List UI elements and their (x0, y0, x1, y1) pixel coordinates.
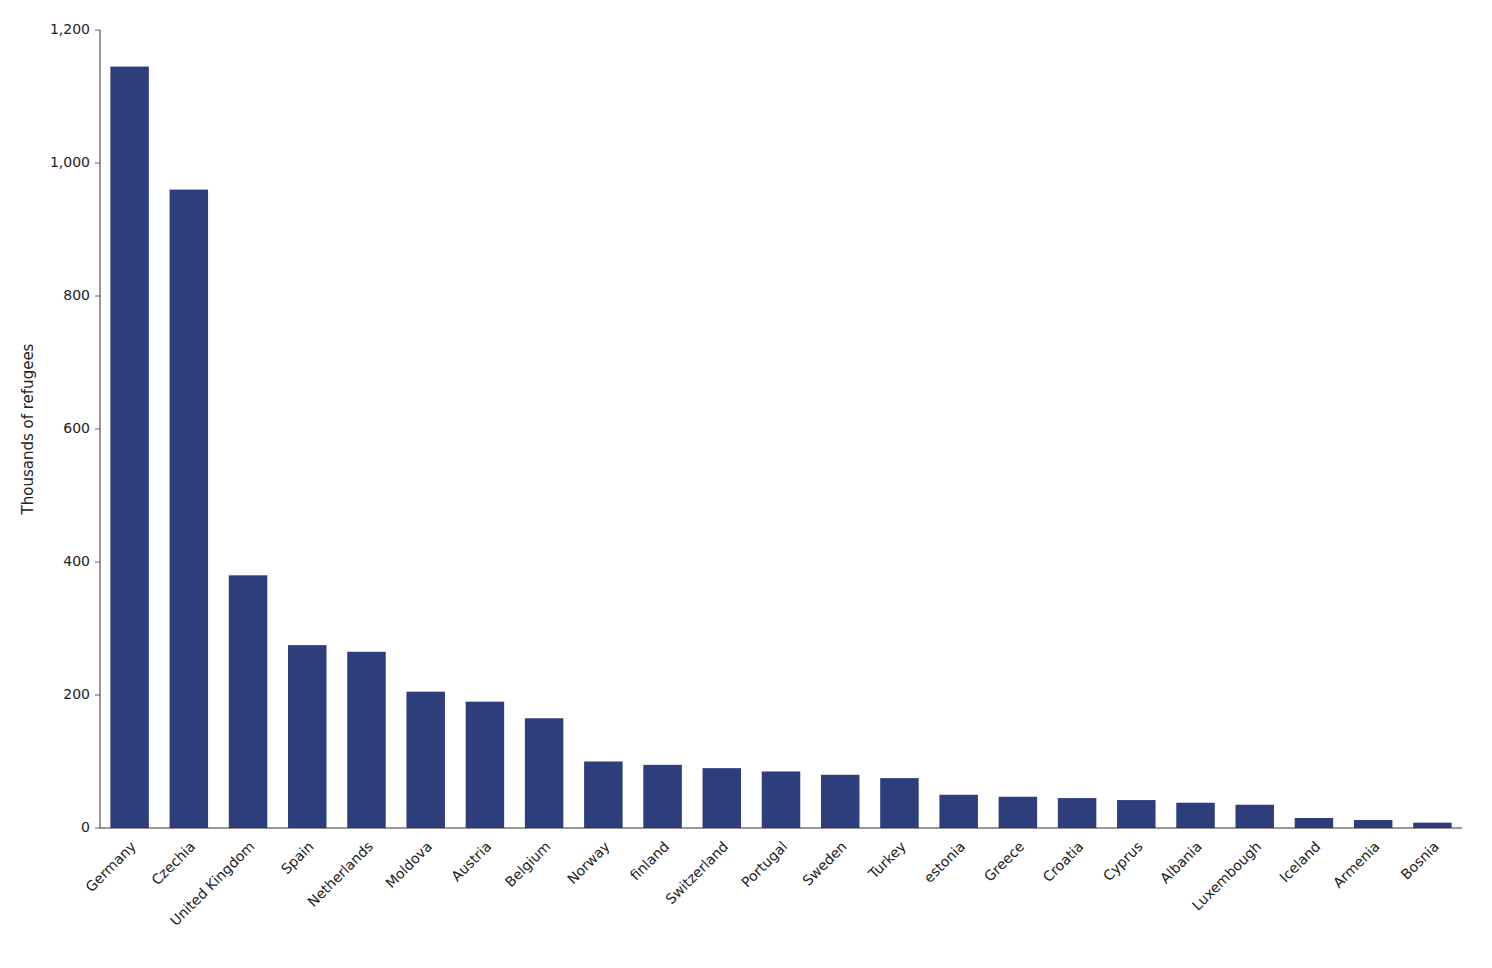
y-axis-line (100, 30, 101, 828)
bar (525, 718, 563, 828)
x-tick-label: Moldova (382, 838, 435, 891)
y-axis-title: Thousands of refugees (19, 343, 37, 515)
y-tick-label: 0 (81, 819, 90, 835)
x-tick-label: Bosnia (1397, 838, 1441, 882)
bar (170, 190, 208, 828)
x-tick-label: Germany (82, 838, 139, 895)
x-tick-label: Greece (981, 838, 1028, 885)
bar (584, 762, 622, 829)
y-tick-label: 1,000 (50, 154, 90, 170)
y-tick-label: 400 (63, 553, 90, 569)
x-tick-label: estonia (921, 838, 969, 886)
y-tick (95, 828, 100, 829)
bar (229, 575, 267, 828)
bar (643, 765, 681, 828)
y-tick (95, 163, 100, 164)
x-tick-label: Austria (448, 838, 494, 884)
x-axis-line (100, 828, 1462, 829)
x-tick-label: Sweden (799, 838, 849, 888)
bar (762, 771, 800, 828)
bar (1354, 820, 1392, 828)
y-tick (95, 562, 100, 563)
chart-container: 0 200 400 600 800 1,000 1,200 GermanyCzechiaUni… (0, 0, 1492, 968)
x-axis-labels: GermanyCzechiaUnited Kingdom SpainNetherl… (82, 838, 1442, 929)
x-tick-label: Netherlands (304, 838, 376, 910)
y-tick-label: 800 (63, 287, 90, 303)
bar (1176, 803, 1214, 828)
bar (939, 795, 977, 828)
x-tick-label: Norway (564, 838, 613, 887)
x-tick-label: Luxembough (1189, 838, 1264, 913)
bar (1058, 798, 1096, 828)
x-tick-label: Portugal (738, 838, 790, 890)
x-tick-label: Armenia (1330, 838, 1383, 891)
bar (1117, 800, 1155, 828)
x-tick-label: Iceland (1276, 838, 1323, 885)
bar (703, 768, 741, 828)
bar (1295, 818, 1333, 828)
x-tick-label: finland (627, 838, 672, 883)
y-tick (95, 429, 100, 430)
x-tick-label: Belgium (502, 838, 554, 890)
bar (288, 645, 326, 828)
x-tick-label: Albania (1157, 838, 1205, 886)
bar (110, 67, 148, 828)
x-tick-label: Switzerland (662, 838, 731, 907)
bar (347, 652, 385, 828)
y-tick-label: 600 (63, 420, 90, 436)
bar (1235, 805, 1273, 828)
x-tick-label: Spain (278, 838, 317, 877)
y-tick-label: 200 (63, 686, 90, 702)
y-axis-ticks: 0 200 400 600 800 1,000 1,200 (50, 21, 100, 835)
chart-svg: 0 200 400 600 800 1,000 1,200 GermanyCzechiaUni… (0, 0, 1492, 968)
x-tick-label: United Kingdom (167, 838, 258, 929)
x-tick-label: Cyprus (1100, 838, 1146, 884)
bar (406, 692, 444, 828)
bar (1413, 823, 1451, 828)
x-tick-label: Croatia (1040, 838, 1087, 885)
bar (466, 702, 504, 828)
bars (110, 67, 1451, 828)
bar (999, 797, 1037, 828)
bar (821, 775, 859, 828)
y-tick (95, 296, 100, 297)
bar (880, 778, 918, 828)
x-tick-label: Czechia (148, 838, 198, 888)
y-tick (95, 695, 100, 696)
y-tick-label: 1,200 (50, 21, 90, 37)
y-tick (95, 30, 100, 31)
x-tick-label: Turkey (865, 838, 909, 882)
